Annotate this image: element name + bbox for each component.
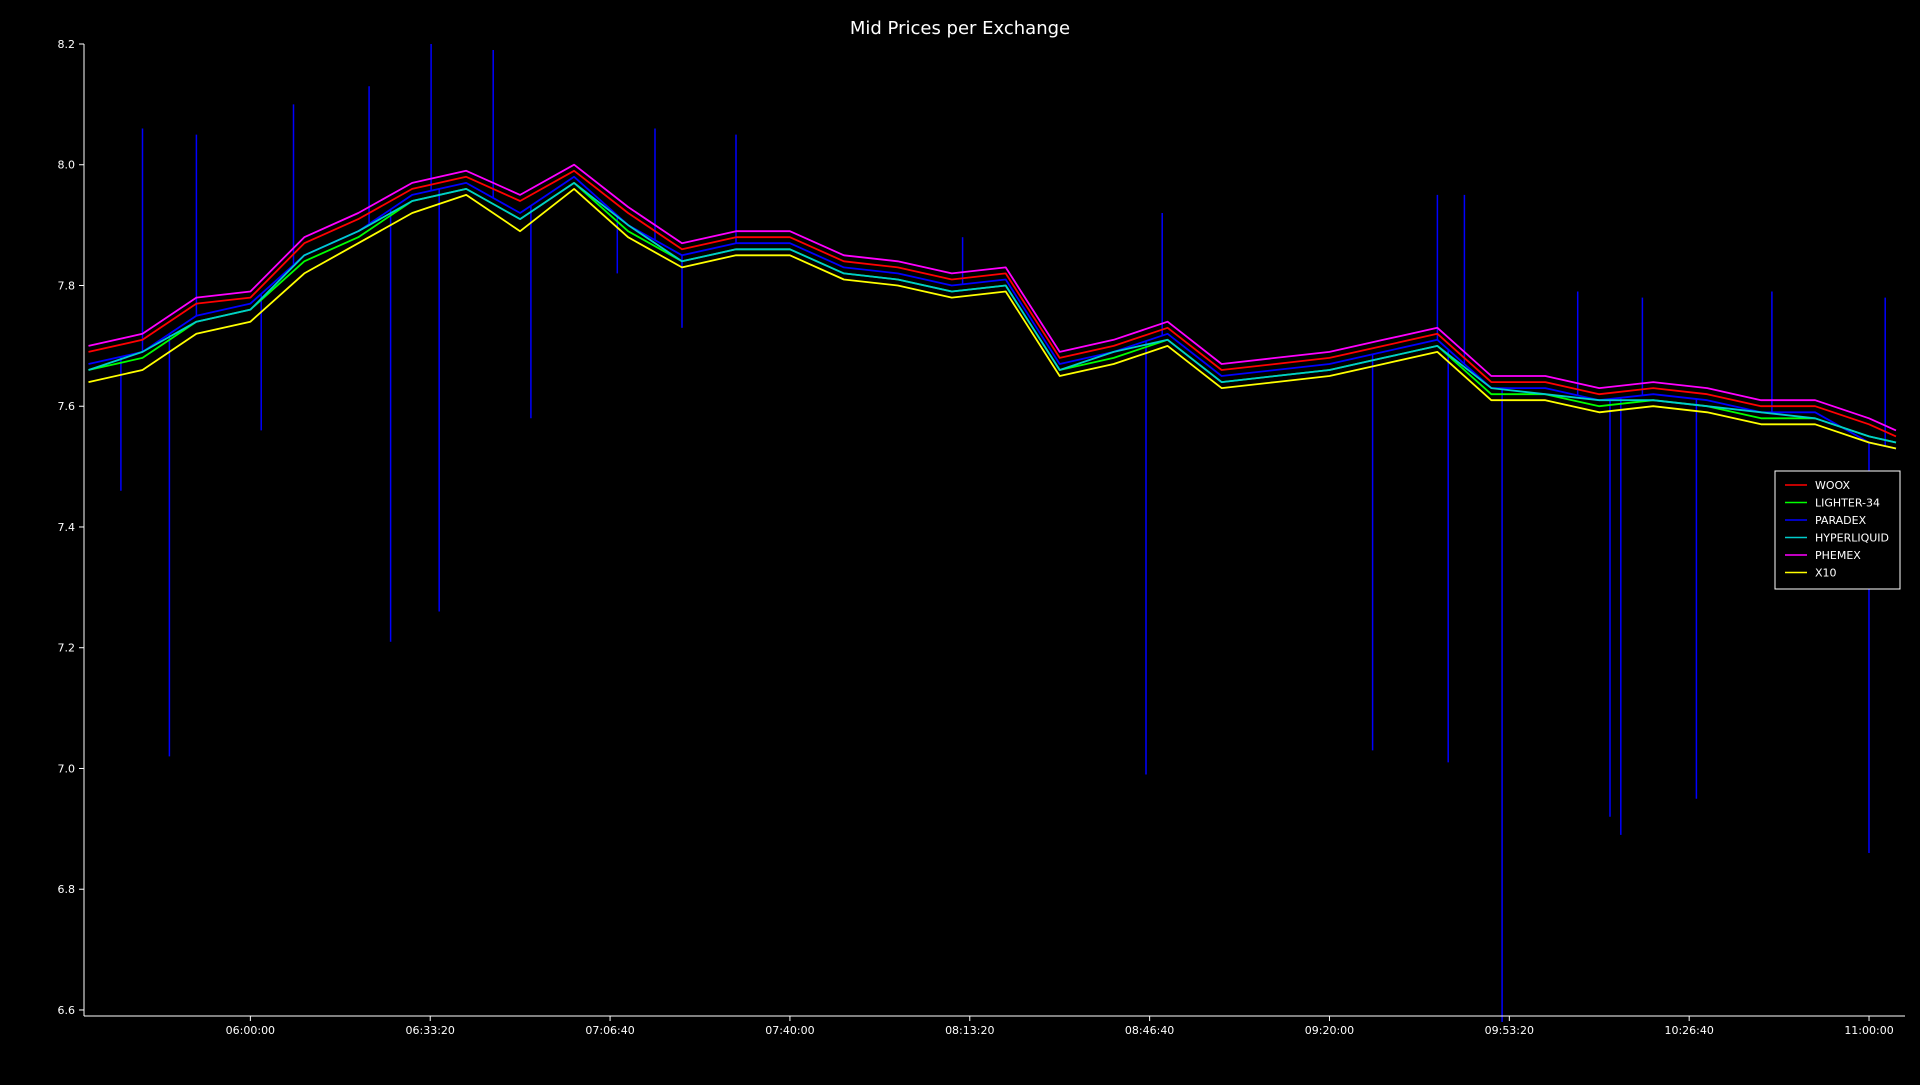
- x-tick-label: 08:46:40: [1125, 1024, 1174, 1037]
- y-tick-label: 8.2: [58, 38, 76, 51]
- chart-title: Mid Prices per Exchange: [850, 18, 1070, 39]
- y-tick-label: 7.2: [58, 642, 76, 655]
- legend-label-x10: X10: [1815, 567, 1837, 580]
- y-tick-label: 6.8: [58, 883, 76, 896]
- legend-label-woox: WOOX: [1815, 479, 1850, 492]
- x-tick-label: 06:00:00: [226, 1024, 275, 1037]
- legend-label-phemex: PHEMEX: [1815, 549, 1861, 562]
- axes-layer: 6.6 6.8 7.0 7.2 7.4 7.6 7.8 8.0 8.2 06:00:00 06:33…: [58, 38, 1905, 1037]
- series-line-phemex: [88, 163, 1897, 432]
- legend-label-hyperliquid: HYPERLIQUID: [1815, 532, 1889, 545]
- x-tick-label: 07:06:40: [585, 1024, 634, 1037]
- x-tick-label: 09:53:20: [1485, 1024, 1534, 1037]
- legend-label-paradex: PARADEX: [1815, 514, 1867, 527]
- y-tick-label: 7.6: [58, 400, 76, 413]
- y-tick-label: 6.6: [58, 1004, 76, 1017]
- series-line-paradex: [88, 175, 1897, 450]
- legend: WOOX LIGHTER-34 PARADEX HYPERLIQUID PHEMEX X1…: [1774, 470, 1901, 590]
- legend-label-lighter-34: LIGHTER-34: [1815, 497, 1880, 510]
- x-tick-label: 10:26:40: [1664, 1024, 1713, 1037]
- x-tick-label: 09:20:00: [1305, 1024, 1354, 1037]
- x-tick-label: 07:40:00: [765, 1024, 814, 1037]
- y-tick-label: 7.0: [58, 762, 76, 775]
- y-tick-label: 8.0: [58, 159, 76, 172]
- series-layer: [88, 44, 1897, 1022]
- y-tick-label: 7.8: [58, 279, 76, 292]
- series-line-x10: [88, 187, 1897, 450]
- series-line-woox: [88, 169, 1897, 438]
- x-tick-label: 11:00:00: [1844, 1024, 1893, 1037]
- x-tick-label: 08:13:20: [945, 1024, 994, 1037]
- series-line-hyperliquid: [88, 181, 1897, 444]
- y-tick-label: 7.4: [58, 521, 76, 534]
- x-tick-label: 06:33:20: [406, 1024, 455, 1037]
- legend-box: [1774, 470, 1901, 590]
